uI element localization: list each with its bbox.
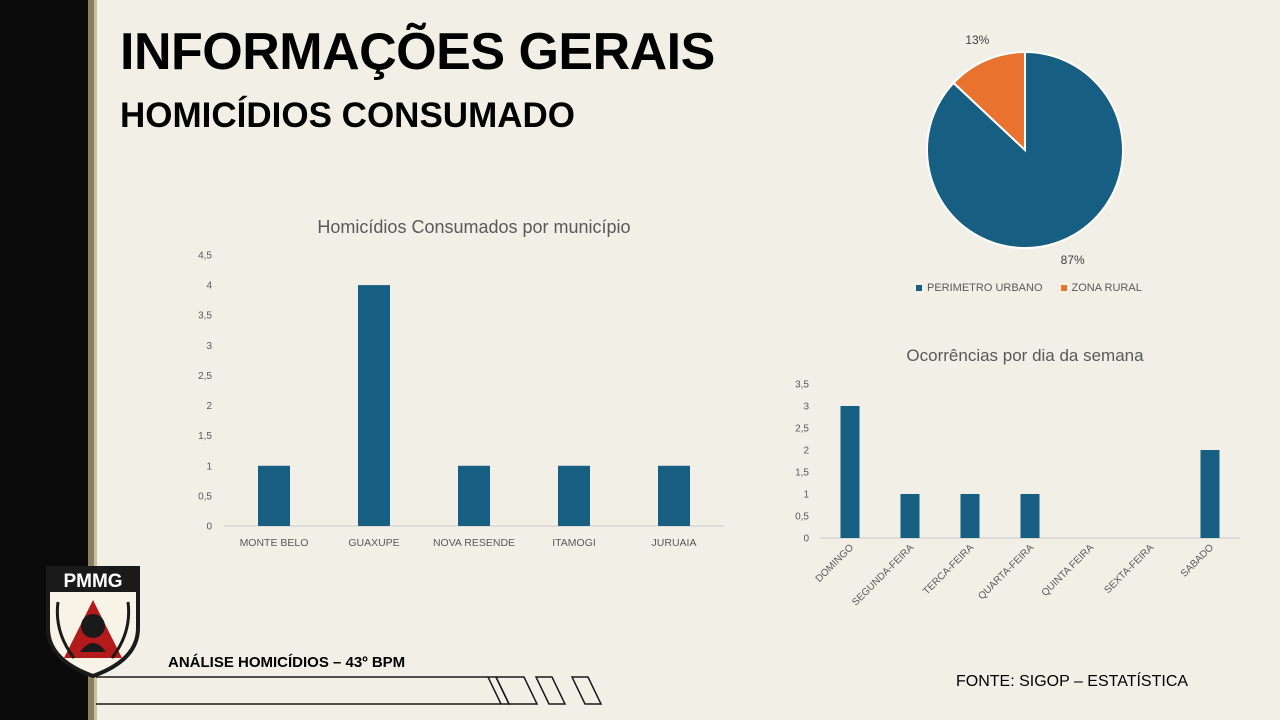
municipio-chart-title: Homicídios Consumados por município bbox=[317, 217, 631, 237]
x-tick-label: JURUAIA bbox=[652, 537, 697, 549]
legend-label-urbano: PERIMETRO URBANO bbox=[927, 282, 1043, 294]
page-subtitle: HOMICÍDIOS CONSUMADO bbox=[120, 96, 575, 135]
y-tick-label: 3,5 bbox=[198, 311, 212, 322]
y-tick-label: 4,5 bbox=[198, 251, 212, 262]
y-tick-label: 0 bbox=[803, 534, 809, 545]
y-tick-label: 2 bbox=[206, 401, 212, 412]
y-tick-label: 2 bbox=[803, 446, 809, 457]
y-tick-label: 2,5 bbox=[795, 424, 809, 435]
y-tick-label: 1 bbox=[206, 461, 212, 472]
pie-slice-zona-rural bbox=[952, 50, 1026, 153]
footer-decoration bbox=[96, 676, 603, 705]
footer-source-label: FONTE: SIGOP – ESTATÍSTICA bbox=[956, 673, 1189, 690]
logo-text: PMMG bbox=[63, 571, 122, 592]
x-tick-label: QUINTA FEIRA bbox=[1040, 542, 1097, 599]
bar-guaxupe bbox=[358, 285, 390, 526]
bar-monte-belo bbox=[258, 465, 290, 526]
pie-slice-perimetro-urbano bbox=[926, 50, 1124, 249]
x-tick-label: TERCA-FEIRA bbox=[921, 542, 976, 597]
left-light-stripe bbox=[94, 0, 97, 720]
y-tick-label: 2,5 bbox=[198, 371, 212, 382]
area-pie-chart: 87% 13% bbox=[926, 33, 1124, 267]
x-tick-label: SABADO bbox=[1179, 542, 1216, 579]
bar-terca-feira bbox=[960, 494, 980, 538]
bar-domingo bbox=[840, 406, 860, 538]
pie-data-label: 87% bbox=[1061, 253, 1085, 267]
x-tick-label: NOVA RESENDE bbox=[433, 537, 515, 549]
legend-swatch-urbano bbox=[916, 285, 922, 291]
footer-analysis-label: ANÁLISE HOMICÍDIOS – 43º BPM bbox=[168, 654, 406, 671]
x-tick-label: GUAXUPE bbox=[348, 537, 399, 549]
y-tick-label: 0,5 bbox=[198, 491, 212, 502]
bar-juruaia bbox=[658, 465, 690, 526]
bar-sabado bbox=[1200, 450, 1220, 538]
y-tick-label: 3 bbox=[206, 341, 212, 352]
pie-data-label: 13% bbox=[965, 33, 989, 47]
weekday-chart-title: Ocorrências por dia da semana bbox=[906, 346, 1144, 365]
x-tick-label: ITAMOGI bbox=[552, 537, 596, 549]
bar-itamogi bbox=[558, 465, 590, 526]
bar-quarta-feira bbox=[1020, 494, 1040, 538]
y-tick-label: 4 bbox=[206, 281, 212, 292]
left-gold-stripe bbox=[88, 0, 94, 720]
legend-swatch-rural bbox=[1060, 285, 1067, 291]
x-tick-label: SEXTA-FEIRA bbox=[1103, 542, 1157, 596]
bar-nova-resende bbox=[458, 465, 490, 526]
x-tick-label: QUARTA-FEIRA bbox=[976, 542, 1036, 602]
municipio-bar-chart: 0 0,5 1 1,5 2 2,5 3 3,5 4 4,5 MONTE BELO GUAXUPE NOV… bbox=[198, 251, 724, 549]
y-tick-label: 0,5 bbox=[795, 512, 809, 523]
x-tick-label: DOMINGO bbox=[814, 542, 857, 585]
y-tick-label: 0 bbox=[206, 522, 212, 533]
y-tick-label: 1 bbox=[803, 490, 809, 501]
pmmg-logo: PMMG bbox=[46, 566, 140, 679]
x-tick-label: SEGUNDA-FEIRA bbox=[850, 542, 916, 608]
y-tick-label: 3,5 bbox=[795, 380, 809, 391]
y-tick-label: 3 bbox=[803, 402, 809, 413]
x-tick-label: MONTE BELO bbox=[240, 537, 309, 549]
legend-item-urbano: PERIMETRO URBANO bbox=[916, 282, 1043, 294]
legend-label-rural: ZONA RURAL bbox=[1071, 282, 1142, 294]
pie-legend: PERIMETRO URBANO ZONA RURAL bbox=[916, 282, 1142, 294]
legend-item-rural: ZONA RURAL bbox=[1060, 282, 1142, 294]
y-tick-label: 1,5 bbox=[795, 468, 809, 479]
bar-segunda-feira bbox=[900, 494, 920, 538]
y-tick-label: 1,5 bbox=[198, 431, 212, 442]
page-title: INFORMAÇÕES GERAIS bbox=[120, 23, 715, 81]
